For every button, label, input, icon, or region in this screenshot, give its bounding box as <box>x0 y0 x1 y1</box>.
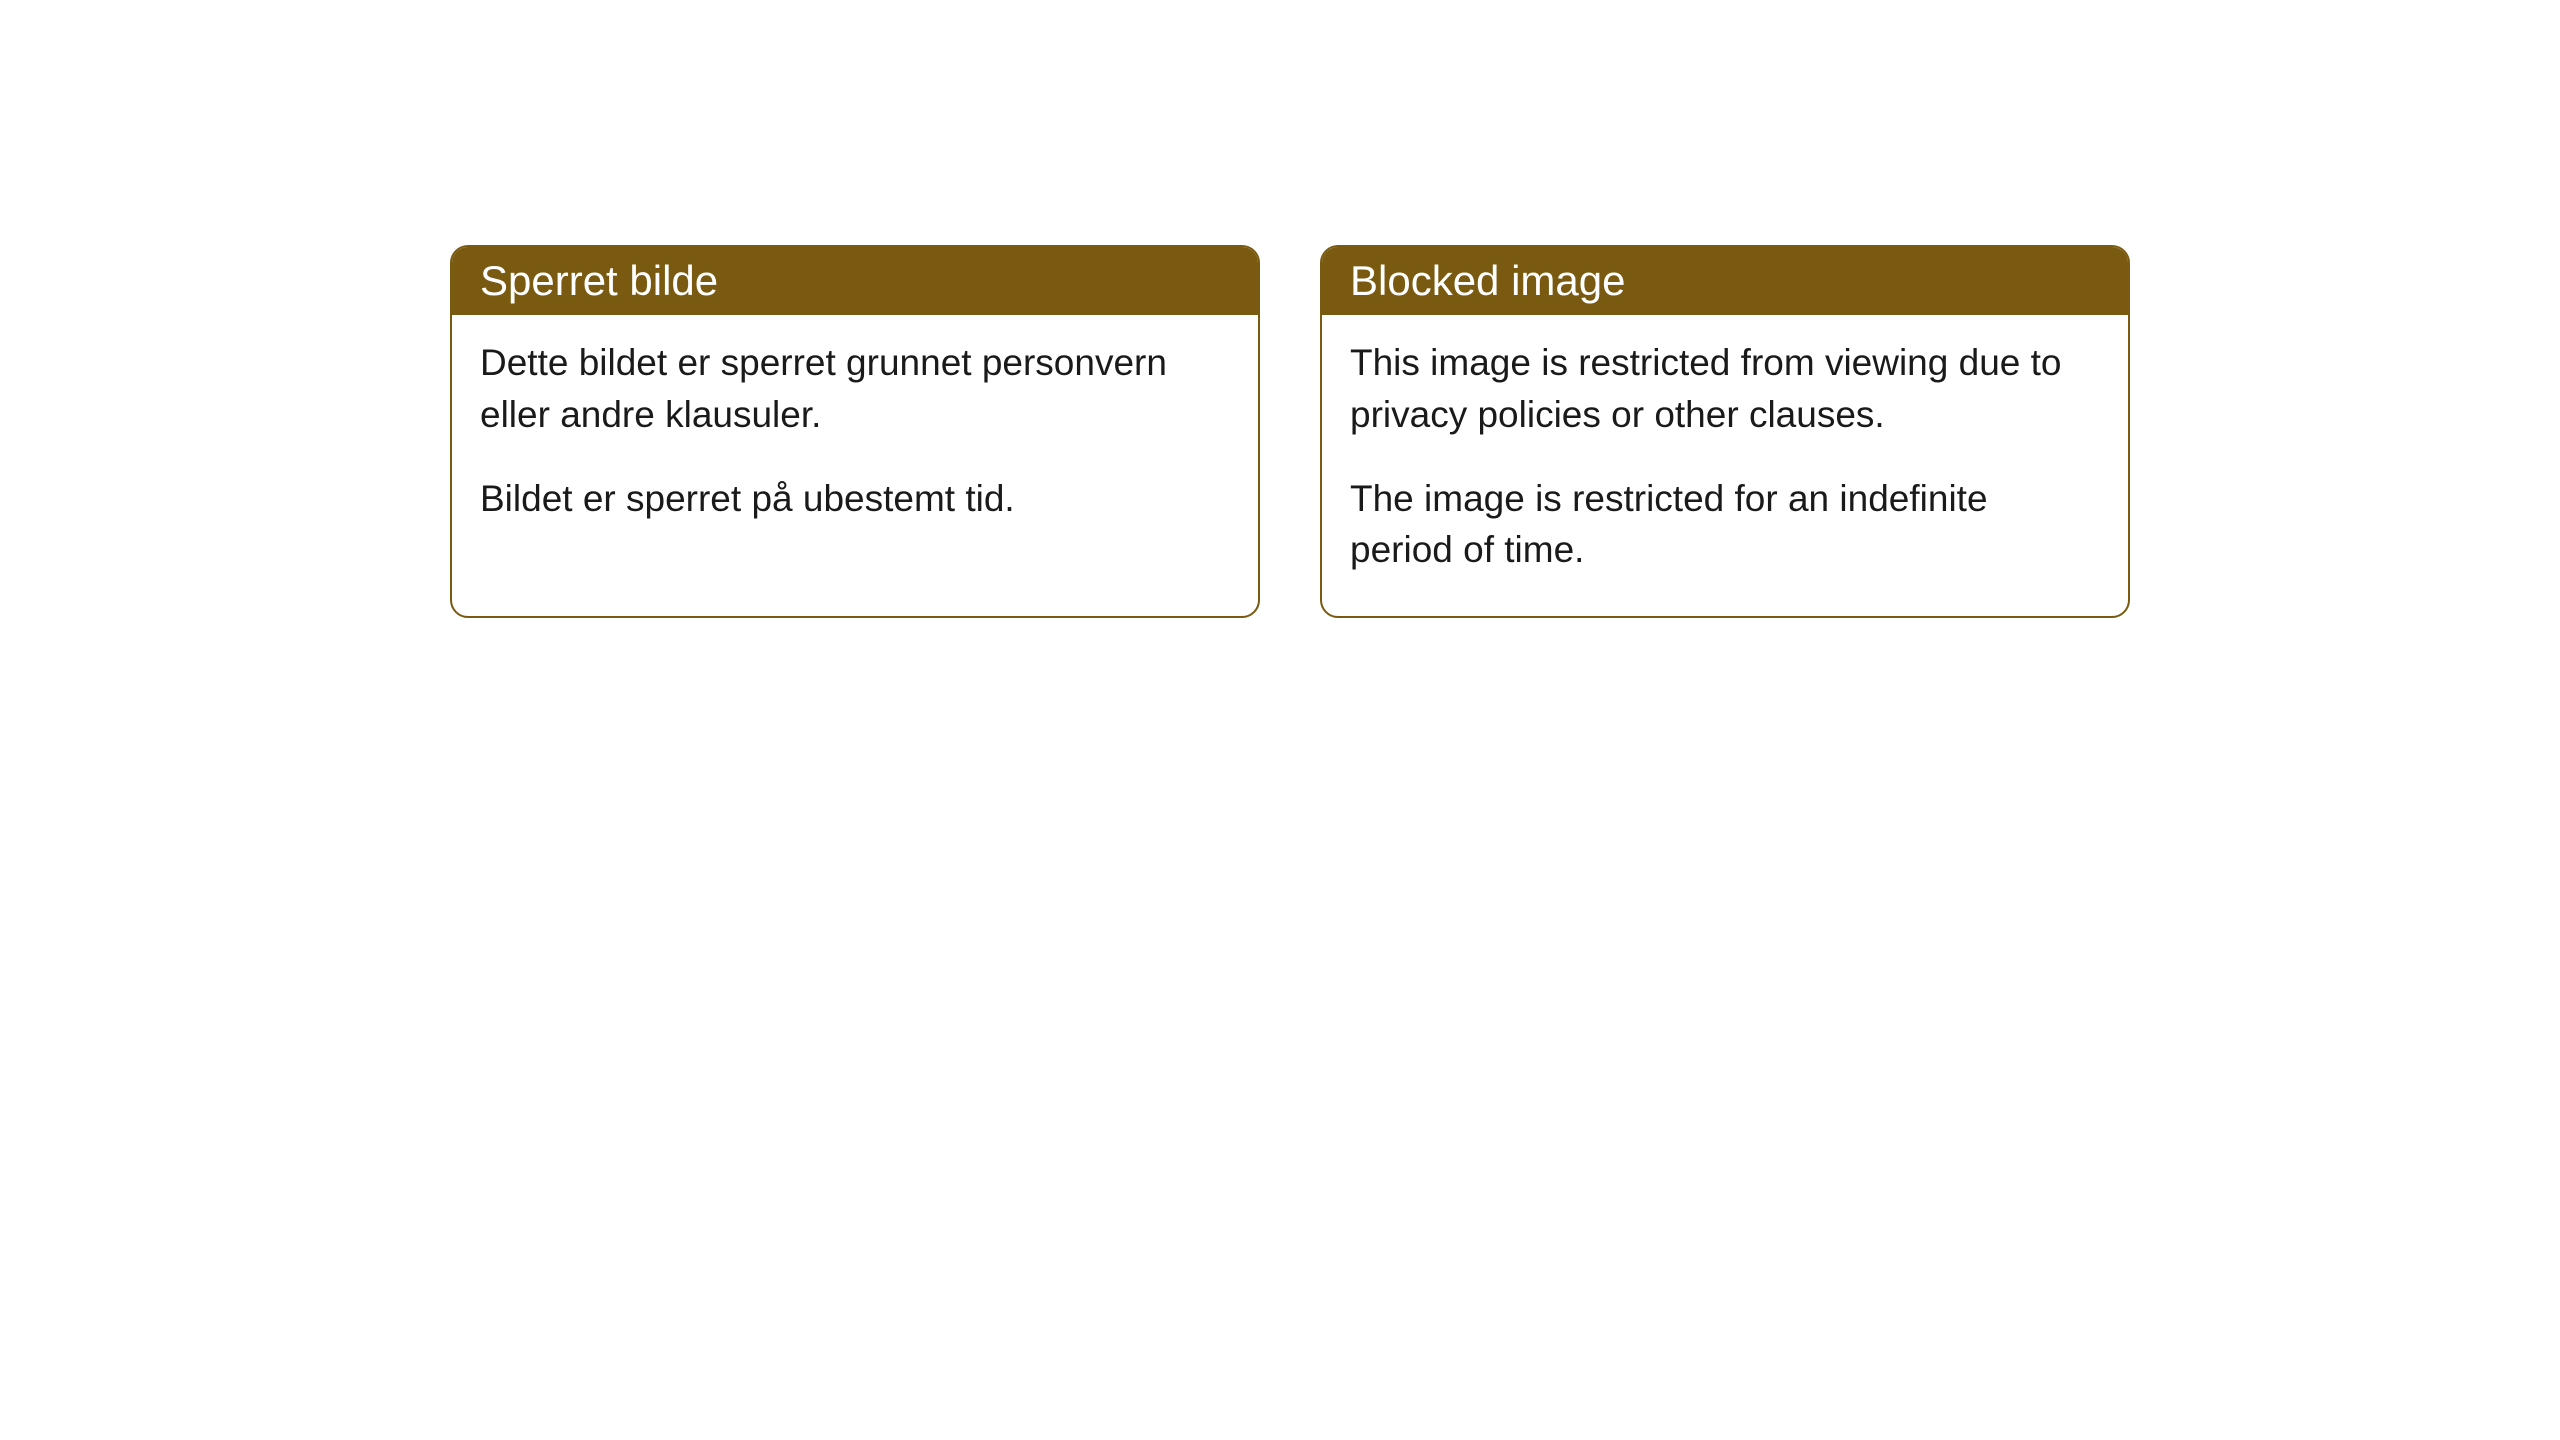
notice-container: Sperret bilde Dette bildet er sperret gr… <box>450 245 2130 618</box>
card-title-en: Blocked image <box>1350 257 1625 304</box>
card-paragraph-1-en: This image is restricted from viewing du… <box>1350 337 2100 441</box>
card-body-en: This image is restricted from viewing du… <box>1322 315 2128 616</box>
card-paragraph-2-en: The image is restricted for an indefinit… <box>1350 473 2100 577</box>
card-header-no: Sperret bilde <box>452 247 1258 315</box>
card-paragraph-2-no: Bildet er sperret på ubestemt tid. <box>480 473 1230 525</box>
blocked-image-card-en: Blocked image This image is restricted f… <box>1320 245 2130 618</box>
card-body-no: Dette bildet er sperret grunnet personve… <box>452 315 1258 564</box>
card-title-no: Sperret bilde <box>480 257 718 304</box>
card-header-en: Blocked image <box>1322 247 2128 315</box>
card-paragraph-1-no: Dette bildet er sperret grunnet personve… <box>480 337 1230 441</box>
blocked-image-card-no: Sperret bilde Dette bildet er sperret gr… <box>450 245 1260 618</box>
